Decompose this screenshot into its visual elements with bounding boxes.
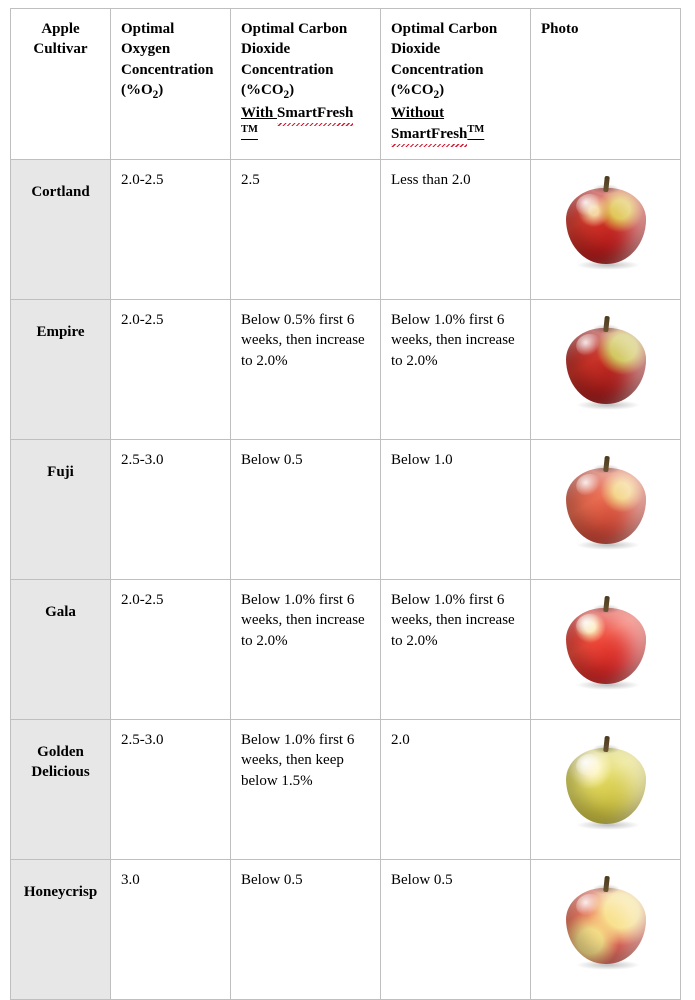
cell-co2-without-smartfresh: Less than 2.0	[381, 160, 531, 300]
cell-photo	[531, 440, 681, 580]
cell-o2: 2.0-2.5	[111, 580, 231, 720]
cell-photo	[531, 160, 681, 300]
table-row: Cortland2.0-2.52.5Less than 2.0	[11, 160, 681, 300]
table-header-row: Apple Cultivar Optimal Oxygen Concentrat…	[11, 9, 681, 160]
apple-icon	[558, 174, 654, 270]
cell-cultivar: Golden Delicious	[11, 720, 111, 860]
cell-o2: 2.5-3.0	[111, 440, 231, 580]
cell-cultivar: Honeycrisp	[11, 860, 111, 1000]
cell-o2: 2.0-2.5	[111, 300, 231, 440]
cell-co2-with-smartfresh: Below 0.5% first 6 weeks, then increase …	[231, 300, 381, 440]
table-row: Honeycrisp3.0Below 0.5Below 0.5	[11, 860, 681, 1000]
cell-cultivar: Empire	[11, 300, 111, 440]
table-row: Empire2.0-2.5Below 0.5% first 6 weeks, t…	[11, 300, 681, 440]
cell-photo	[531, 580, 681, 720]
cell-photo	[531, 720, 681, 860]
apple-icon	[558, 314, 654, 410]
col-header-cultivar: Apple Cultivar	[11, 9, 111, 160]
cell-co2-without-smartfresh: Below 1.0	[381, 440, 531, 580]
col-header-photo: Photo	[531, 9, 681, 160]
cell-photo	[531, 300, 681, 440]
table-body: Cortland2.0-2.52.5Less than 2.0 Empire2.…	[11, 160, 681, 1000]
apple-icon	[558, 874, 654, 970]
cell-co2-without-smartfresh: Below 0.5	[381, 860, 531, 1000]
col-header-co2-without-smartfresh: Optimal Carbon Dioxide Concentration (%C…	[381, 9, 531, 160]
cell-co2-with-smartfresh: Below 1.0% first 6 weeks, then increase …	[231, 580, 381, 720]
cell-cultivar: Fuji	[11, 440, 111, 580]
table-row: Golden Delicious2.5-3.0Below 1.0% first …	[11, 720, 681, 860]
cell-o2: 2.0-2.5	[111, 160, 231, 300]
cell-co2-without-smartfresh: 2.0	[381, 720, 531, 860]
cell-co2-with-smartfresh: Below 1.0% first 6 weeks, then keep belo…	[231, 720, 381, 860]
cell-co2-without-smartfresh: Below 1.0% first 6 weeks, then increase …	[381, 580, 531, 720]
cultivar-storage-table: Apple Cultivar Optimal Oxygen Concentrat…	[10, 8, 681, 1000]
apple-icon	[558, 594, 654, 690]
col-header-co2-with-smartfresh: Optimal Carbon Dioxide Concentration (%C…	[231, 9, 381, 160]
table-row: Gala2.0-2.5Below 1.0% first 6 weeks, the…	[11, 580, 681, 720]
cell-o2: 2.5-3.0	[111, 720, 231, 860]
cell-cultivar: Gala	[11, 580, 111, 720]
cell-co2-with-smartfresh: Below 0.5	[231, 440, 381, 580]
apple-icon	[558, 454, 654, 550]
cell-cultivar: Cortland	[11, 160, 111, 300]
cell-o2: 3.0	[111, 860, 231, 1000]
cell-co2-without-smartfresh: Below 1.0% first 6 weeks, then increase …	[381, 300, 531, 440]
cell-co2-with-smartfresh: 2.5	[231, 160, 381, 300]
col-header-o2: Optimal Oxygen Concentration (%O2)	[111, 9, 231, 160]
apple-icon	[558, 734, 654, 830]
cell-photo	[531, 860, 681, 1000]
table-row: Fuji2.5-3.0Below 0.5Below 1.0	[11, 440, 681, 580]
cell-co2-with-smartfresh: Below 0.5	[231, 860, 381, 1000]
